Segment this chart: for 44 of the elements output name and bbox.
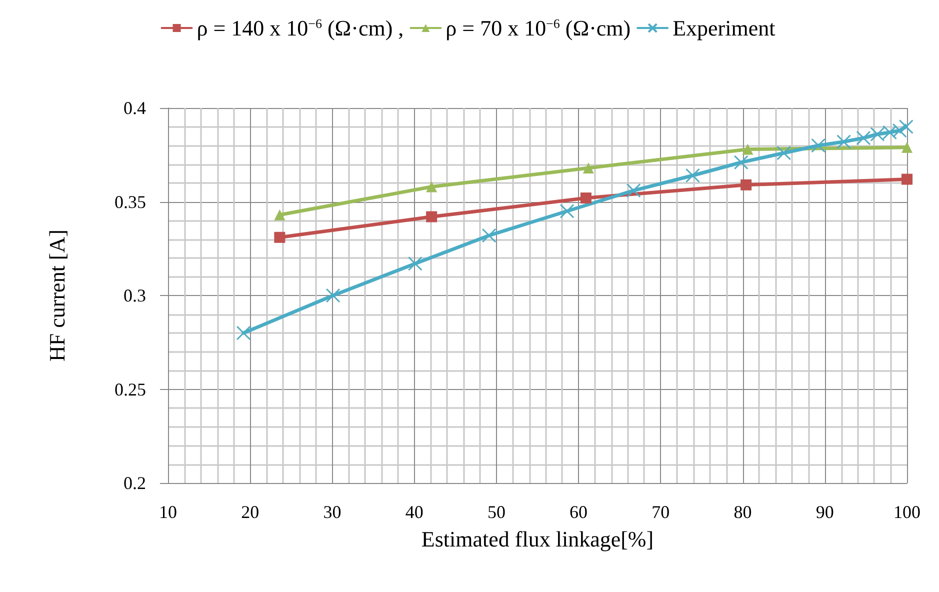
point [856, 130, 871, 146]
y-tick-label: 0.35 [114, 192, 146, 212]
point [408, 256, 422, 271]
point [882, 125, 898, 140]
point [776, 146, 792, 160]
x-tick-label: 60 [570, 502, 588, 522]
y-axis-title: HF current [A] [44, 230, 70, 362]
point [811, 138, 826, 153]
point [426, 181, 438, 192]
point [898, 120, 914, 134]
x-tick-label: 90 [816, 502, 834, 522]
x-tick-label: 40 [405, 502, 424, 522]
x-tick-label: 80 [734, 502, 752, 522]
y-tick-label: 0.2 [124, 473, 146, 493]
point [734, 155, 748, 170]
point [626, 183, 641, 198]
x-tick-label: 70 [652, 502, 670, 522]
x-tick-label: 20 [241, 502, 260, 522]
point [274, 209, 286, 220]
point [902, 142, 912, 153]
point [560, 204, 574, 218]
y-tick-label: 0.25 [114, 379, 146, 400]
point [892, 123, 907, 138]
x-tick-label: 100 [894, 502, 920, 522]
point [870, 127, 885, 142]
x-tick-label: 30 [323, 502, 342, 522]
point [426, 211, 438, 222]
point [274, 232, 286, 243]
point [740, 179, 752, 190]
x-axis-title: Estimated flux linkage[%] [421, 526, 654, 552]
point [902, 174, 912, 185]
y-tick-label: 0.4 [124, 98, 146, 118]
point [685, 168, 700, 183]
x-tick-label: 50 [487, 502, 506, 522]
point [836, 134, 852, 149]
point [482, 228, 496, 243]
point [326, 288, 340, 303]
point [742, 144, 754, 155]
legend-label: Experiment [672, 16, 776, 40]
x-tick-label: 10 [159, 502, 177, 522]
point [236, 326, 251, 340]
point [580, 192, 592, 204]
point [582, 162, 594, 174]
y-tick-label: 0.3 [124, 286, 146, 306]
